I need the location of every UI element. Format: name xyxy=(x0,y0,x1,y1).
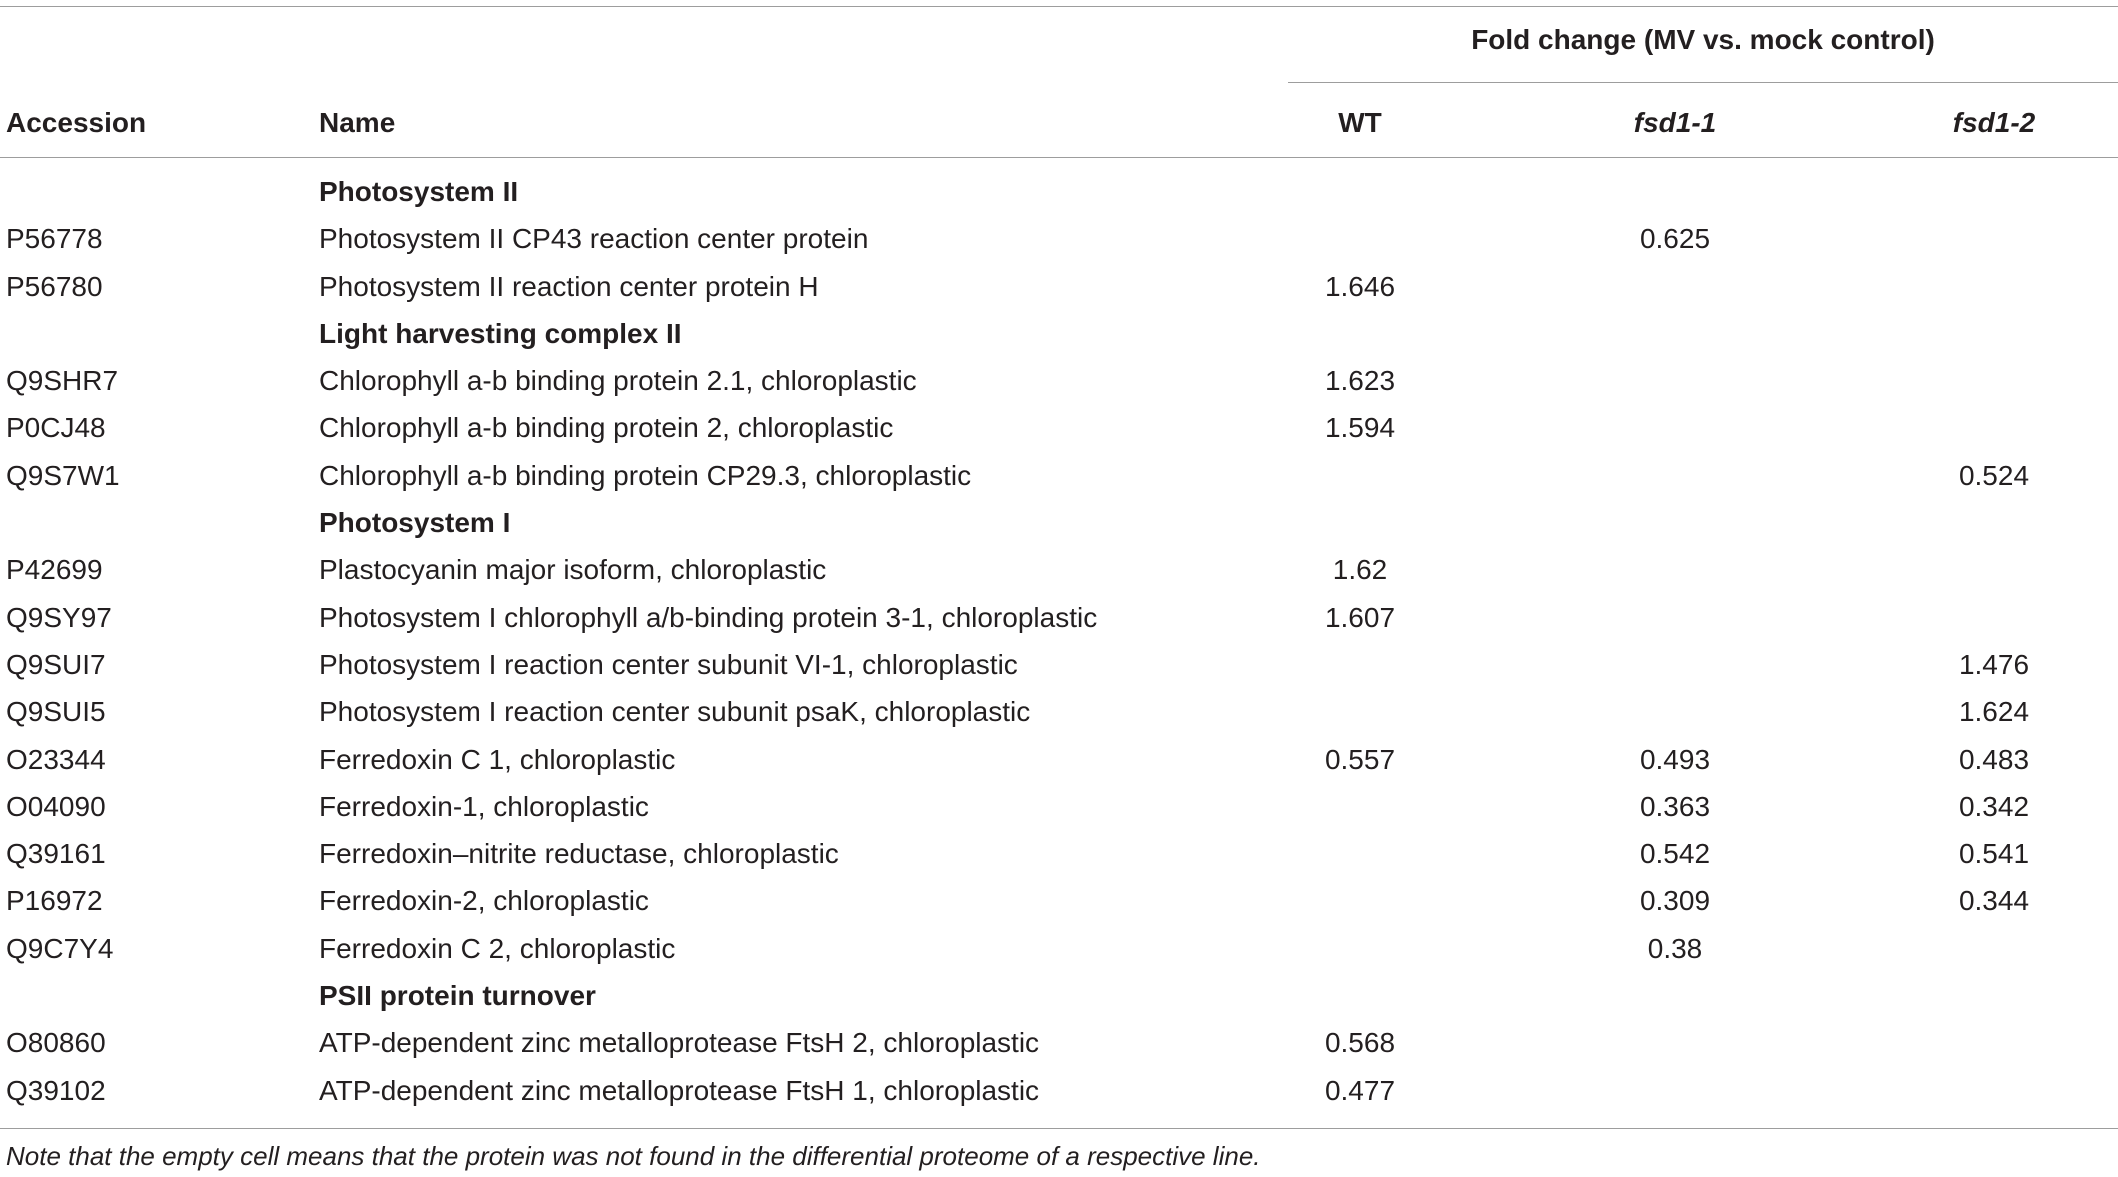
fsd1-1-value-cell: 0.625 xyxy=(1639,223,1711,255)
table-row: Q9SUI7 Photosystem I reaction center subu… xyxy=(0,648,2118,695)
accession-cell: P42699 xyxy=(6,554,103,586)
accession-cell: Q9SUI5 xyxy=(6,696,106,728)
column-header-wt: WT xyxy=(1338,107,1382,138)
header-rule xyxy=(0,157,2118,158)
column-header-name: Name xyxy=(319,107,396,138)
table-row: Q39102 ATP-dependent zinc metalloprotease… xyxy=(0,1074,2118,1121)
accession-cell: P16972 xyxy=(6,885,103,917)
wt-value-cell: 1.62 xyxy=(1332,554,1388,586)
table-row: P16972 Ferredoxin-2, chloroplastic 0.309 0.… xyxy=(0,884,2118,931)
wt-value-cell: 1.646 xyxy=(1324,270,1396,302)
table-row: O80860 ATP-dependent zinc metalloprotease… xyxy=(0,1026,2118,1073)
table-body: Photosystem II P56778 Photosystem II CP43 … xyxy=(0,175,2118,1121)
fsd1-1-value-cell: 0.309 xyxy=(1639,885,1711,917)
accession-cell: O23344 xyxy=(6,743,106,775)
fsd1-2-value-cell: 0.483 xyxy=(1958,743,2030,775)
table-row: O04090 Ferredoxin-1, chloroplastic 0.363 0.… xyxy=(0,790,2118,837)
column-header-accession: Accession xyxy=(6,107,147,138)
name-cell: Photosystem II CP43 reaction center prot… xyxy=(319,223,869,255)
accession-cell: P56778 xyxy=(6,223,103,255)
name-cell: Photosystem I reaction center subunit ps… xyxy=(319,696,1031,728)
span-header-rule xyxy=(1288,82,2118,83)
wt-value-cell: 1.594 xyxy=(1324,412,1396,444)
name-cell: ATP-dependent zinc metalloprotease FtsH … xyxy=(319,1074,1040,1106)
name-cell: ATP-dependent zinc metalloprotease FtsH … xyxy=(319,1027,1040,1059)
name-cell: Photosystem II reaction center protein H xyxy=(319,270,819,302)
group-header-row: Photosystem I xyxy=(0,506,2118,553)
table-row: P56778 Photosystem II CP43 reaction cente… xyxy=(0,222,2118,269)
table-row: P42699 Plastocyanin major isoform, chloro… xyxy=(0,553,2118,600)
accession-cell: Q9SUI7 xyxy=(6,648,106,680)
fsd1-2-value-cell: 1.476 xyxy=(1958,648,2030,680)
table-row: P56780 Photosystem II reaction center pro… xyxy=(0,270,2118,317)
table-row: Q9SHR7 Chlorophyll a-b binding protein 2.… xyxy=(0,364,2118,411)
wt-value-cell: 0.557 xyxy=(1324,743,1396,775)
name-cell: Chlorophyll a-b binding protein 2, chlor… xyxy=(319,412,894,444)
fsd1-2-value-cell: 0.524 xyxy=(1958,459,2030,491)
wt-value-cell: 0.477 xyxy=(1324,1074,1396,1106)
group-header-row: PSII protein turnover xyxy=(0,979,2118,1026)
group-header-label: Photosystem II xyxy=(319,176,519,207)
group-header-label: Photosystem I xyxy=(319,507,511,539)
accession-cell: Q9SHR7 xyxy=(6,365,119,397)
fsd1-2-value-cell: 1.624 xyxy=(1958,696,2030,728)
fsd1-2-value-cell: 0.342 xyxy=(1958,790,2030,822)
name-cell: Photosystem I chlorophyll a/b-binding pr… xyxy=(319,601,1098,633)
table-row: Q39161 Ferredoxin–nitrite reductase, chlo… xyxy=(0,837,2118,884)
fold-change-span-header: Fold change (MV vs. mock control) xyxy=(1471,24,1935,55)
top-rule xyxy=(0,6,2118,7)
accession-cell: Q39102 xyxy=(6,1074,106,1106)
accession-cell: O04090 xyxy=(6,790,106,822)
fsd1-1-value-cell: 0.542 xyxy=(1639,838,1711,870)
fsd1-2-value-cell: 0.344 xyxy=(1958,885,2030,917)
column-header-fsd1-1: fsd1-1 xyxy=(1633,107,1717,138)
name-cell: Plastocyanin major isoform, chloroplasti… xyxy=(319,554,827,586)
accession-cell: P56780 xyxy=(6,270,103,302)
bottom-rule xyxy=(0,1128,2118,1129)
accession-cell: Q39161 xyxy=(6,838,106,870)
name-cell: Ferredoxin C 1, chloroplastic xyxy=(319,743,676,775)
accession-cell: Q9S7W1 xyxy=(6,459,120,491)
name-cell: Ferredoxin-1, chloroplastic xyxy=(319,790,649,822)
name-cell: Chlorophyll a-b binding protein 2.1, chl… xyxy=(319,365,917,397)
table-row: Q9C7Y4 Ferredoxin C 2, chloroplastic 0.38 xyxy=(0,932,2118,979)
name-cell: Chlorophyll a-b binding protein CP29.3, … xyxy=(319,459,972,491)
group-header-row: Photosystem II xyxy=(0,175,2118,222)
table-row: Q9S7W1 Chlorophyll a-b binding protein CP… xyxy=(0,459,2118,506)
name-cell: Ferredoxin–nitrite reductase, chloroplas… xyxy=(319,838,839,870)
table-row: Q9SY97 Photosystem I chlorophyll a/b-bind… xyxy=(0,601,2118,648)
fsd1-2-value-cell: 0.541 xyxy=(1958,838,2030,870)
wt-value-cell: 1.607 xyxy=(1324,601,1396,633)
column-header-fsd1-2: fsd1-2 xyxy=(1952,107,2036,138)
wt-value-cell: 0.568 xyxy=(1324,1027,1396,1059)
accession-cell: O80860 xyxy=(6,1027,106,1059)
accession-cell: Q9SY97 xyxy=(6,601,112,633)
table-footnote: Note that the empty cell means that the … xyxy=(6,1141,1261,1171)
table-row: Q9SUI5 Photosystem I reaction center subu… xyxy=(0,695,2118,742)
group-header-label: PSII protein turnover xyxy=(319,980,596,1012)
fsd1-1-value-cell: 0.363 xyxy=(1639,790,1711,822)
name-cell: Ferredoxin-2, chloroplastic xyxy=(319,885,649,917)
table-row: O23344 Ferredoxin C 1, chloroplastic 0.557… xyxy=(0,743,2118,790)
group-header-row: Light harvesting complex II xyxy=(0,317,2118,364)
name-cell: Ferredoxin C 2, chloroplastic xyxy=(319,932,676,964)
table-row: P0CJ48 Chlorophyll a-b binding protein 2,… xyxy=(0,411,2118,458)
wt-value-cell: 1.623 xyxy=(1324,365,1396,397)
fsd1-1-value-cell: 0.38 xyxy=(1647,932,1703,964)
group-header-label: Light harvesting complex II xyxy=(319,317,682,349)
accession-cell: Q9C7Y4 xyxy=(6,932,114,964)
fsd1-1-value-cell: 0.493 xyxy=(1639,743,1711,775)
accession-cell: P0CJ48 xyxy=(6,412,106,444)
name-cell: Photosystem I reaction center subunit VI… xyxy=(319,648,1018,680)
